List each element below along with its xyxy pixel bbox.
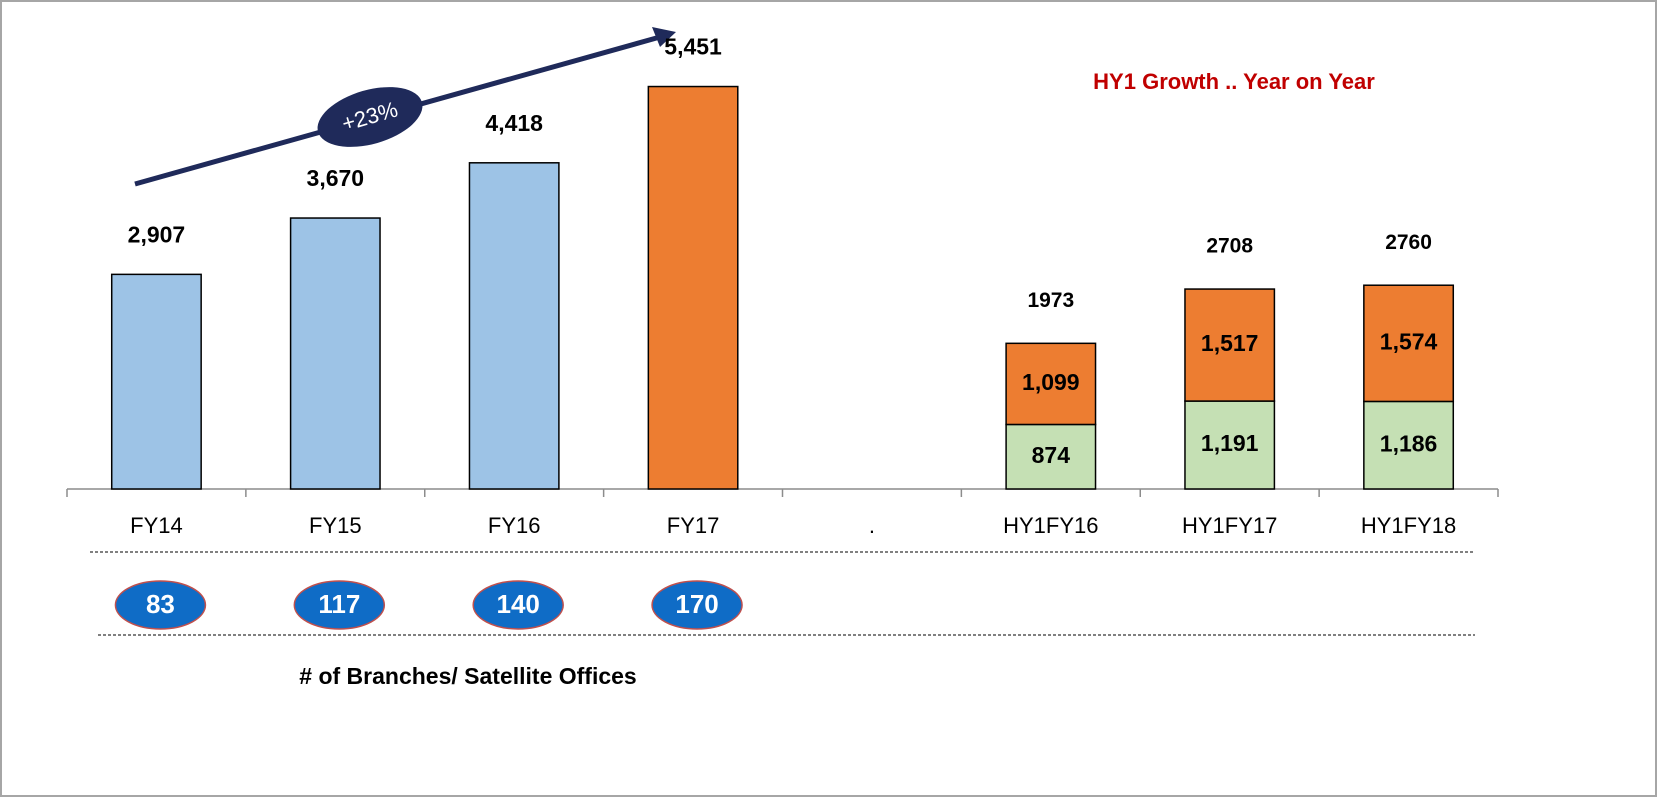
bar (1363, 284, 1455, 403)
branch-count: 117 (318, 589, 360, 619)
x-tick-label: HY1FY17 (1182, 513, 1277, 538)
x-tick-label: FY16 (488, 513, 541, 538)
bar (647, 85, 739, 490)
bar (1363, 400, 1455, 490)
value-label: 1,099 (1022, 369, 1080, 395)
branch-count: 140 (496, 589, 539, 619)
bar (1005, 342, 1097, 426)
branch-badge (651, 580, 743, 630)
value-label: 1,574 (1380, 328, 1438, 354)
bar (468, 162, 560, 490)
branches-title: # of Branches/ Satellite Offices (299, 663, 636, 689)
branch-badge (114, 580, 207, 630)
value-label: 1,186 (1380, 430, 1438, 456)
total-label: 1973 (1027, 289, 1074, 312)
value-label: 1,191 (1201, 430, 1259, 456)
branch-badge (293, 580, 386, 630)
value-label: 4,418 (485, 110, 543, 136)
value-label: 2,907 (128, 221, 186, 247)
x-tick-label: . (869, 513, 875, 538)
total-label: 2708 (1206, 235, 1253, 258)
x-tick-label: FY15 (309, 513, 362, 538)
bar (110, 273, 202, 490)
total-label: 2760 (1385, 231, 1432, 254)
x-tick-label: HY1FY18 (1361, 513, 1456, 538)
chart-title: HY1 Growth .. Year on Year (1093, 69, 1375, 94)
bar (1184, 288, 1276, 402)
value-label: 1,517 (1201, 330, 1259, 356)
value-label: 3,670 (307, 165, 365, 191)
arrow-head (652, 27, 676, 47)
branch-count: 170 (675, 589, 718, 619)
branch-badge (472, 580, 564, 630)
value-label: 5,451 (664, 34, 722, 60)
x-tick-label: FY17 (667, 513, 720, 538)
branch-count: 83 (146, 589, 175, 619)
value-label: 874 (1032, 442, 1071, 468)
growth-badge (317, 87, 423, 147)
bar (289, 217, 381, 490)
x-tick-label: HY1FY16 (1003, 513, 1098, 538)
x-tick-label: FY14 (130, 513, 183, 538)
